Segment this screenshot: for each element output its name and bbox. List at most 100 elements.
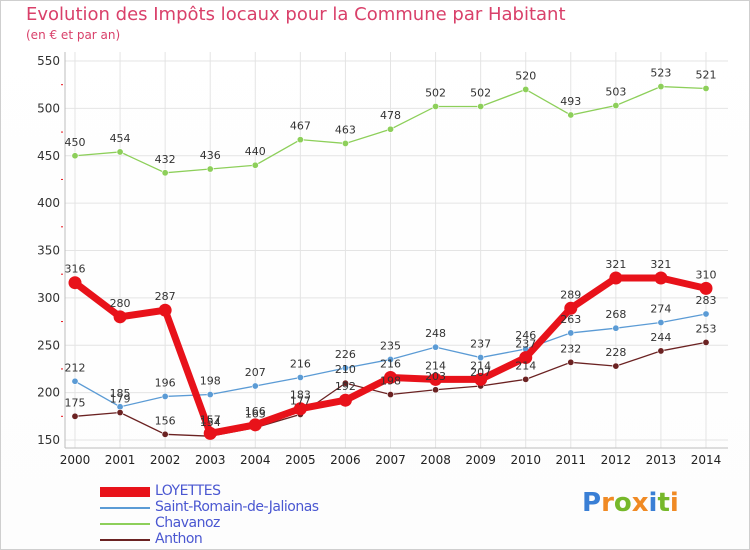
data-point-saint-romain-de-jalionas (341, 364, 349, 372)
data-point-chavanoz (296, 136, 304, 144)
data-point-chavanoz (71, 152, 79, 160)
legend-label: Anthon (155, 531, 203, 547)
data-point-anthon (116, 409, 124, 417)
data-label-chavanoz: 493 (560, 95, 581, 108)
data-label-anthon: 154 (200, 416, 221, 429)
data-point-anthon (657, 347, 665, 355)
data-point-chavanoz (116, 148, 124, 156)
data-label-loyettes: 310 (696, 268, 717, 281)
data-point-anthon (612, 362, 620, 370)
data-point-anthon (71, 412, 79, 420)
x-tick-label: 2010 (510, 453, 541, 467)
x-tick-label: 2006 (330, 453, 361, 467)
y-tick-label: 200 (37, 386, 60, 400)
data-label-loyettes: 214 (470, 359, 491, 372)
data-label-anthon: 156 (155, 414, 176, 427)
data-point-loyettes (293, 402, 307, 416)
data-label-saint-romain-de-jalionas: 235 (380, 339, 401, 352)
x-tick-label: 2007 (375, 453, 406, 467)
data-point-chavanoz (341, 139, 349, 147)
data-point-chavanoz (251, 161, 259, 169)
data-point-loyettes (158, 303, 172, 317)
data-label-loyettes: 157 (200, 413, 221, 426)
data-point-anthon (702, 338, 710, 346)
data-point-anthon (432, 386, 440, 394)
data-label-saint-romain-de-jalionas: 196 (155, 376, 176, 389)
data-point-loyettes (203, 426, 217, 440)
data-point-loyettes (248, 418, 262, 432)
data-point-saint-romain-de-jalionas (296, 373, 304, 381)
data-label-chavanoz: 502 (470, 86, 491, 99)
data-label-chavanoz: 502 (425, 86, 446, 99)
data-point-saint-romain-de-jalionas (657, 319, 665, 327)
x-tick-label: 2001 (105, 453, 136, 467)
data-label-saint-romain-de-jalionas: 268 (605, 308, 626, 321)
data-point-loyettes (429, 372, 443, 386)
data-label-loyettes: 280 (110, 297, 131, 310)
data-point-loyettes (699, 281, 713, 295)
data-label-loyettes: 237 (515, 338, 536, 351)
logo-letter: o (613, 488, 632, 518)
data-point-saint-romain-de-jalionas (161, 392, 169, 400)
data-label-saint-romain-de-jalionas: 185 (110, 387, 131, 400)
y-tick-label: 300 (37, 291, 60, 305)
x-tick-label: 2011 (556, 453, 587, 467)
data-point-loyettes (564, 301, 578, 315)
x-tick-label: 2004 (240, 453, 271, 467)
data-label-chavanoz: 436 (200, 149, 221, 162)
legend-swatch (100, 523, 150, 525)
data-label-loyettes: 216 (380, 357, 401, 370)
data-label-chavanoz: 478 (380, 109, 401, 122)
legend-swatch (100, 539, 150, 541)
legend-swatch (100, 487, 150, 497)
data-label-loyettes: 289 (560, 288, 581, 301)
data-label-chavanoz: 450 (65, 136, 86, 149)
data-point-chavanoz (522, 85, 530, 93)
data-label-anthon: 175 (65, 396, 86, 409)
x-tick-label: 2014 (691, 453, 722, 467)
data-point-chavanoz (161, 169, 169, 177)
data-label-saint-romain-de-jalionas: 212 (65, 361, 86, 374)
y-tick-label: 400 (37, 196, 60, 210)
data-label-saint-romain-de-jalionas: 237 (470, 338, 491, 351)
data-label-chavanoz: 467 (290, 120, 311, 133)
data-label-saint-romain-de-jalionas: 248 (425, 327, 446, 340)
data-point-saint-romain-de-jalionas (71, 377, 79, 385)
data-label-chavanoz: 454 (110, 132, 131, 145)
legend-label: Saint-Romain-de-Jalionas (155, 499, 319, 515)
axes: 150 200 250 300 350 400 450 500 550 2000 2001 2002 2… (37, 52, 728, 467)
y-tick-label: 500 (37, 101, 60, 115)
data-point-chavanoz (567, 111, 575, 119)
data-point-chavanoz (206, 165, 214, 173)
y-tick-label: 150 (37, 433, 60, 447)
data-label-loyettes: 166 (245, 405, 266, 418)
x-tick-label: 2008 (420, 453, 451, 467)
data-label-chavanoz: 463 (335, 123, 356, 136)
data-label-anthon: 203 (425, 370, 446, 383)
data-point-chavanoz (702, 84, 710, 92)
x-tick-label: 2009 (465, 453, 496, 467)
x-tick-label: 2002 (150, 453, 181, 467)
data-label-saint-romain-de-jalionas: 198 (200, 375, 221, 388)
data-point-loyettes (519, 351, 533, 365)
data-label-anthon: 210 (335, 363, 356, 376)
x-tick-label: 2013 (646, 453, 677, 467)
data-label-chavanoz: 521 (696, 68, 717, 81)
data-label-anthon: 177 (290, 394, 311, 407)
proxiti-logo: Proxiti (582, 488, 679, 518)
data-point-loyettes (338, 393, 352, 407)
data-label-loyettes: 183 (290, 389, 311, 402)
data-point-saint-romain-de-jalionas (567, 329, 575, 337)
data-point-anthon (161, 430, 169, 438)
data-label-loyettes: 321 (650, 258, 671, 271)
data-point-chavanoz (386, 125, 394, 133)
data-label-anthon: 244 (650, 331, 671, 344)
data-label-saint-romain-de-jalionas: 274 (650, 303, 671, 316)
data-label-chavanoz: 520 (515, 69, 536, 82)
data-label-chavanoz: 440 (245, 145, 266, 158)
data-point-anthon (522, 375, 530, 383)
data-label-anthon: 163 (245, 408, 266, 421)
logo-letter: r (601, 488, 614, 518)
